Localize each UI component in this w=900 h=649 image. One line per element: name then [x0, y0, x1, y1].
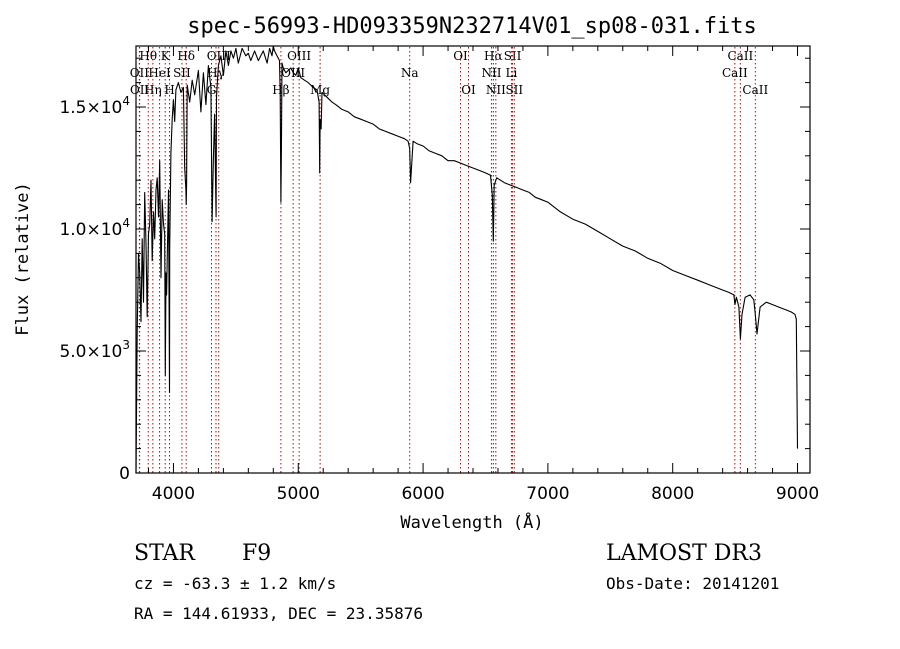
chart-title: spec-56993-HD093359N232714V01_sp08-031.f…	[187, 14, 757, 39]
y-tick-label: 5.0×103	[59, 338, 130, 362]
line-marker-label: Hδ	[177, 49, 195, 63]
x-tick-label: 7000	[526, 484, 569, 504]
y-axis: 0 5.0×103 1.0×104 1.5×104	[59, 57, 810, 484]
x-tick-label: 4000	[152, 484, 195, 504]
x-tick-label: 8000	[651, 484, 694, 504]
line-marker-label: CaII	[722, 66, 748, 80]
survey-name: LAMOST DR3	[606, 541, 762, 566]
observation-date: Obs-Date: 20141201	[606, 574, 779, 593]
line-marker-label: NII	[486, 83, 506, 97]
line-marker-label: Hα	[484, 49, 503, 63]
line-marker-label: K	[161, 49, 171, 63]
y-axis-label: Flux (relative)	[13, 182, 33, 336]
line-marker-label: OII	[130, 66, 150, 80]
line-marker-label: OIII	[287, 49, 311, 63]
line-marker-label: SII	[173, 66, 191, 80]
object-class: STAR	[134, 541, 196, 566]
x-axis-label: Wavelength (Å)	[400, 511, 543, 533]
line-marker-label: OI	[453, 49, 468, 63]
line-marker-label: Hθ	[139, 49, 157, 63]
line-marker-label: G	[207, 83, 217, 97]
y-tick-label: 1.5×104	[59, 94, 130, 118]
line-marker-label: SII	[505, 83, 523, 97]
line-marker-label: CaII	[742, 83, 768, 97]
line-marker-label: Li	[506, 66, 518, 80]
redshift-velocity: cz = -63.3 ± 1.2 km/s	[134, 574, 336, 593]
line-marker-label: CaII	[727, 49, 753, 63]
line-marker-label: Hβ	[272, 83, 289, 97]
x-tick-label: 6000	[401, 484, 444, 504]
y-tick-label: 1.0×104	[59, 216, 130, 240]
line-marker-label: HeI	[148, 66, 171, 80]
line-marker-label: Hη	[144, 83, 162, 97]
line-marker-label: SII	[504, 49, 522, 63]
line-marker-label: OII	[130, 83, 150, 97]
x-axis: 4000 5000 6000 7000 8000 9000	[147, 46, 819, 504]
line-marker-label: Mg	[310, 83, 330, 97]
plot-frame	[135, 45, 811, 474]
x-tick-label: 9000	[776, 484, 819, 504]
flux-series-line	[135, 45, 799, 474]
line-marker-label: NII	[481, 66, 501, 80]
line-marker-label: Na	[401, 66, 419, 80]
y-tick-label: 0	[119, 464, 130, 484]
line-marker-label: OI	[461, 83, 476, 97]
object-subclass: F9	[242, 541, 271, 566]
x-tick-label: 5000	[277, 484, 320, 504]
coordinates: RA = 144.61933, DEC = 23.35876	[134, 604, 423, 623]
line-marker-label: H	[164, 83, 174, 97]
